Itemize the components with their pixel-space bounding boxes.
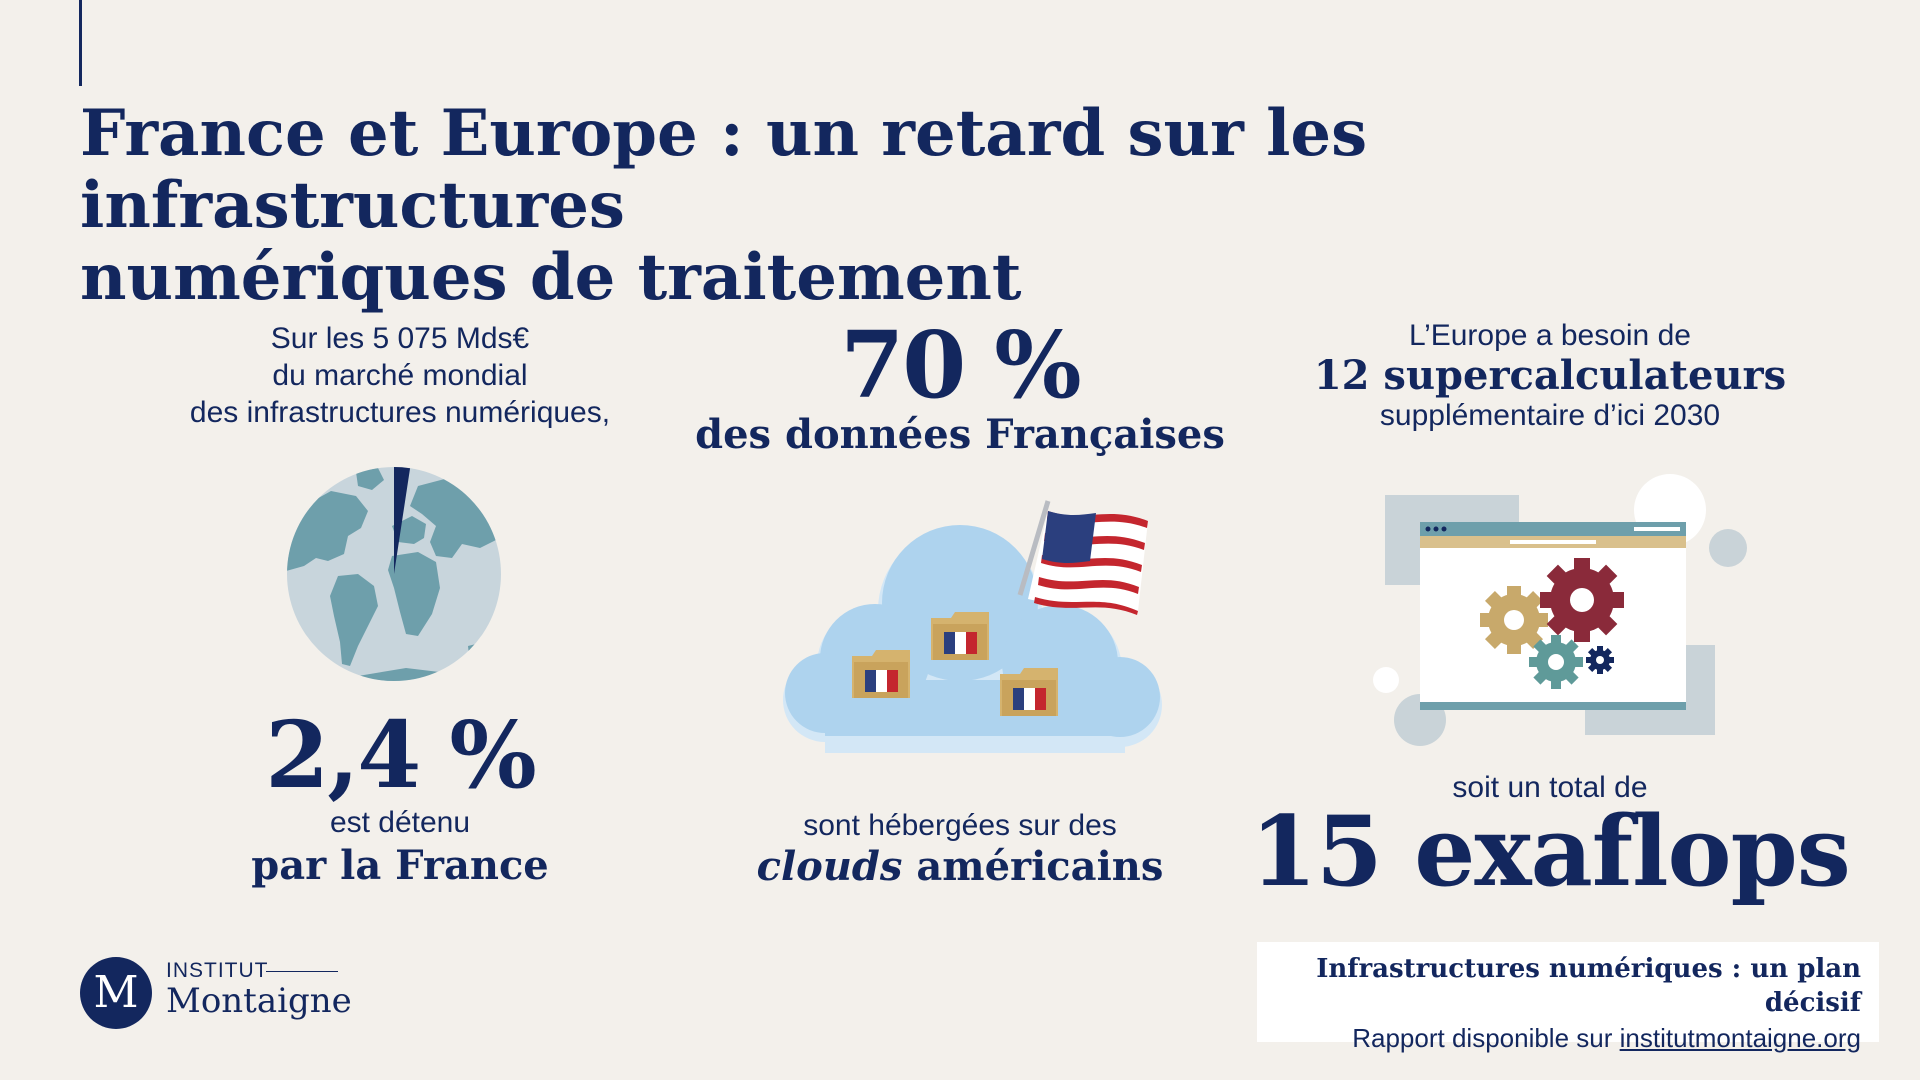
globe-icon [287,467,501,681]
logo-small-text: INSTITUT [166,959,269,982]
market-intro-line-3: des infrastructures numériques, [189,396,611,429]
exaflops-total: 15 exaflops [1250,795,1851,908]
market-intro-line-1: Sur les 5 075 Mds€ [270,322,530,355]
us-flag-icon [1017,500,1148,615]
france-share-slice [394,467,411,574]
gears-icon [1480,558,1624,689]
supercomputer-count: 12 supercalculateurs [1313,352,1787,399]
report-link[interactable]: institutmontaigne.org [1619,1023,1861,1053]
page-title: France et Europe : un retard sur les inf… [80,98,1860,314]
supercomputer-deadline: supplémentaire d’ici 2030 [1379,399,1721,432]
exaflops-intro: soit un total de [1452,771,1648,804]
accent-line [79,0,82,86]
browser-window-icon [1373,474,1747,746]
french-folder-icon [1000,668,1058,716]
logo-rule [266,971,338,972]
supercomputer-intro: L’Europe a besoin de [1409,319,1691,352]
report-callout: Infrastructures numériques : un plan déc… [1257,942,1879,1053]
cloud-caption-2: clouds américains [680,843,1240,891]
report-text: Rapport disponible sur [1352,1023,1620,1053]
france-share-value: 2,4 % [265,701,537,809]
logo-monogram: M [80,957,152,1029]
market-intro: Sur les 5 075 Mds€ du marché mondial des… [120,320,680,431]
france-share-caption-2: par la France [251,842,549,889]
report-availability: Rapport disponible sur institutmontaigne… [1257,1020,1861,1056]
institut-montaigne-logo[interactable]: M INSTITUT Montaigne [80,955,400,1035]
french-folder-icon [931,612,989,660]
cloud-caption-1: sont hébergées sur des [803,809,1117,842]
report-title: Infrastructures numériques : un plan déc… [1316,954,1861,1018]
cloud-caption-italic: clouds [756,843,903,890]
title-line-1: France et Europe : un retard sur les inf… [80,96,1368,243]
french-folder-icon [852,650,910,698]
market-intro-line-2: du marché mondial [272,359,528,392]
data-share-caption: des données Françaises [695,411,1225,458]
data-share-value: 70 % [840,311,1081,419]
france-share-caption-1: est détenu [329,806,471,839]
logo-name: Montaigne [166,981,352,1021]
cloud-caption-bold: américains [902,843,1164,890]
title-line-2: numériques de traitement [80,240,1022,315]
